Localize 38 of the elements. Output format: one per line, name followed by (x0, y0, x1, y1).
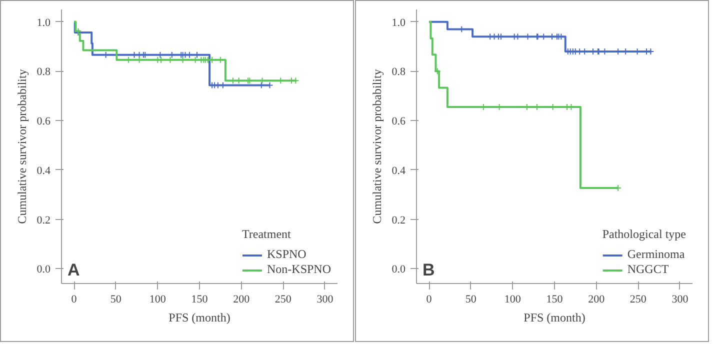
x-tick-label: 100 (149, 294, 166, 306)
x-axis-title: PFS (month) (168, 310, 230, 324)
x-tick-label: 100 (504, 294, 522, 306)
x-tick-label: 0 (71, 294, 78, 306)
legend-title: Treatment (242, 227, 292, 242)
x-tick-label: 250 (274, 294, 292, 306)
x-tick-label: 150 (191, 294, 208, 306)
x-tick-label: 200 (588, 294, 606, 306)
y-tick-label: 0.2 (392, 214, 406, 226)
x-tick-label: 300 (316, 294, 334, 306)
y-tick-label: 1.0 (392, 16, 406, 29)
legend-label: KSPNO (266, 247, 306, 262)
annotation: B (422, 260, 435, 280)
y-axis-title: Cumulative survivor probability (14, 69, 29, 224)
y-tick-label: 0.0 (36, 264, 51, 276)
y-tick-label: 0.2 (36, 214, 50, 226)
x-axis-title: PFS (month) (524, 310, 586, 324)
y-tick-label: 0.4 (392, 164, 406, 177)
y-tick-label: 0.8 (36, 66, 51, 78)
y-tick-label: 0.8 (392, 66, 406, 78)
x-tick-label: 150 (546, 294, 564, 306)
legend-title: Pathological type (602, 227, 686, 242)
annotation: A (68, 260, 80, 280)
y-tick-label: 0.4 (36, 164, 51, 177)
y-tick-label: 0.0 (392, 264, 406, 276)
x-tick-label: 50 (110, 294, 122, 306)
legend-label: Germinoma (627, 247, 685, 262)
x-tick-label: 0 (426, 294, 432, 306)
y-tick-label: 0.6 (392, 116, 406, 128)
x-tick-label: 50 (465, 294, 477, 306)
legend-label: Non-KSPNO (266, 262, 331, 277)
x-tick-label: 300 (672, 294, 689, 306)
y-axis-title: Cumulative survivor probability (370, 69, 384, 224)
y-tick-label: 0.6 (36, 116, 51, 128)
y-tick-label: 1.0 (36, 16, 51, 29)
x-tick-label: 250 (630, 294, 647, 306)
x-tick-label: 200 (233, 294, 250, 306)
legend-label: NGGCT (627, 262, 669, 277)
